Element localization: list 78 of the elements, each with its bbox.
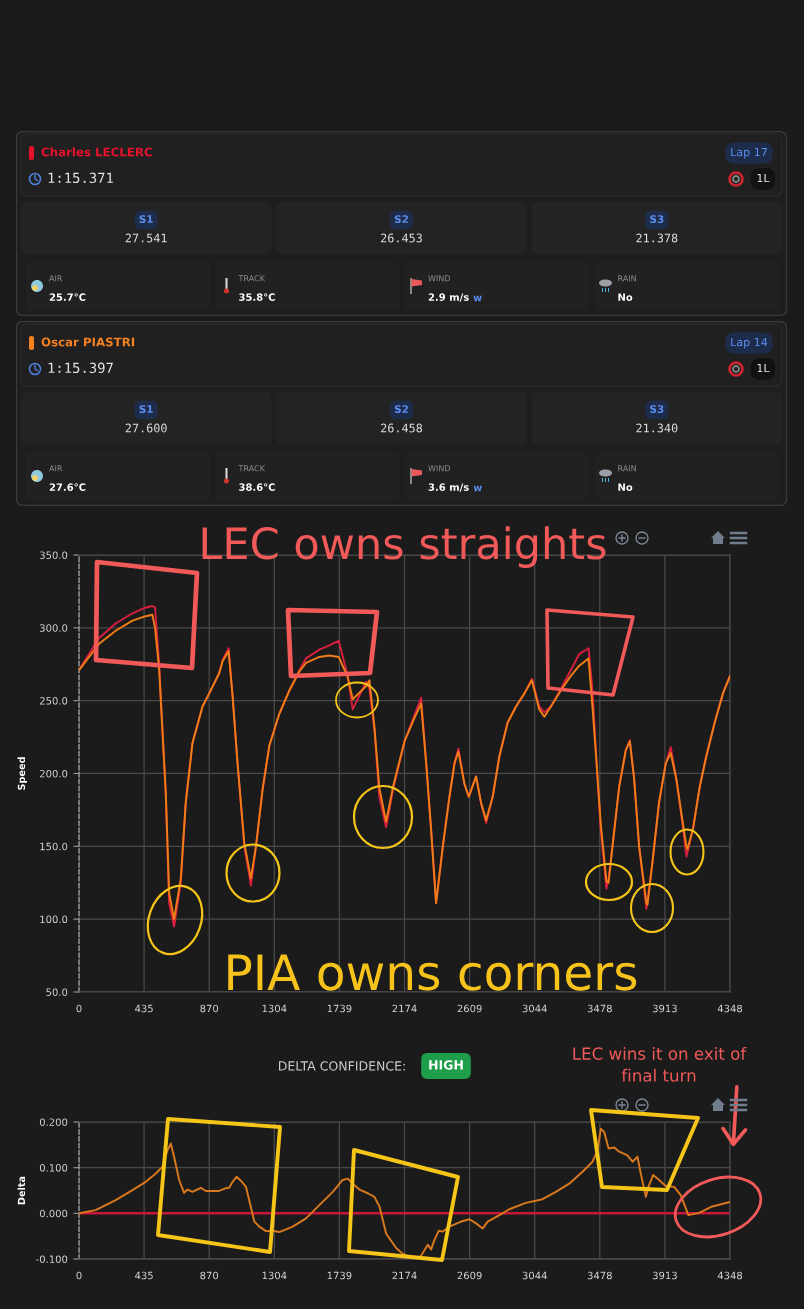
text: S3 bbox=[650, 405, 664, 414]
text: 21.378 bbox=[636, 233, 678, 243]
y-tick-label: 350.0 bbox=[40, 551, 68, 559]
x-tick-label: 4348 bbox=[717, 1271, 743, 1280]
y-axis-title: Speed bbox=[17, 757, 27, 790]
x-tick-label: 1304 bbox=[262, 1271, 287, 1280]
x-tick-label: 3913 bbox=[652, 1271, 677, 1280]
text: 1:15.397 bbox=[48, 362, 113, 374]
x-tick-label: 3044 bbox=[522, 1271, 547, 1280]
text: AIR bbox=[49, 465, 63, 472]
x-tick-label: 2609 bbox=[457, 1004, 482, 1013]
text: TRACK bbox=[238, 465, 266, 472]
x-tick-label: 3044 bbox=[522, 1004, 547, 1013]
text: S3 bbox=[650, 215, 664, 224]
chart-subtitle: HIGH bbox=[429, 1060, 463, 1070]
y-tick-label: 300.0 bbox=[40, 624, 68, 632]
x-tick-label: 870 bbox=[200, 1004, 219, 1013]
text: No bbox=[618, 293, 633, 301]
text: 1L bbox=[757, 173, 770, 183]
x-tick-label: 435 bbox=[135, 1004, 153, 1013]
text: 21.340 bbox=[636, 423, 678, 433]
text: S1 bbox=[139, 405, 153, 414]
text: RAIN bbox=[618, 465, 636, 472]
text: 25.7°C bbox=[49, 293, 86, 301]
text: S2 bbox=[394, 215, 408, 224]
text: 27.541 bbox=[125, 233, 167, 243]
y-tick-label: 50.0 bbox=[46, 988, 68, 996]
y-tick-label: 250.0 bbox=[39, 697, 68, 705]
text: 1:15.371 bbox=[48, 172, 113, 184]
text: w bbox=[473, 485, 482, 492]
y-tick-label: 200.0 bbox=[39, 769, 68, 778]
x-tick-label: 2174 bbox=[392, 1271, 417, 1280]
y-tick-label: 0.000 bbox=[39, 1209, 68, 1218]
text: Charles LECLERC bbox=[41, 147, 152, 157]
x-tick-label: 1739 bbox=[327, 1271, 352, 1280]
text: w bbox=[473, 295, 482, 302]
annotation: PIA owns corners bbox=[228, 954, 637, 991]
y-tick-label: 100.0 bbox=[40, 915, 68, 924]
text: AIR bbox=[49, 275, 63, 282]
text: TRACK bbox=[238, 275, 266, 282]
text: No bbox=[618, 483, 633, 491]
x-tick-label: 1304 bbox=[262, 1004, 287, 1013]
text: 35.8°C bbox=[239, 293, 275, 301]
text: Lap 17 bbox=[731, 147, 767, 159]
y-tick-label: 0.100 bbox=[39, 1164, 68, 1172]
y-tick-label: -0.100 bbox=[36, 1255, 68, 1263]
y-axis-title: Delta bbox=[17, 1176, 26, 1205]
text: 26.453 bbox=[381, 233, 422, 243]
y-tick-label: 150.0 bbox=[40, 842, 68, 851]
chart-title: DELTA CONFIDENCE: bbox=[278, 1061, 405, 1071]
x-tick-label: 3913 bbox=[652, 1004, 677, 1013]
text: RAIN bbox=[618, 275, 636, 282]
text: Lap 14 bbox=[731, 337, 768, 349]
x-tick-label: 870 bbox=[200, 1271, 219, 1280]
text: 38.6°C bbox=[239, 483, 275, 491]
x-tick-label: 3478 bbox=[587, 1004, 612, 1013]
text: 26.458 bbox=[381, 423, 423, 433]
x-tick-label: 3478 bbox=[587, 1271, 612, 1280]
text: 27.6°C bbox=[49, 483, 86, 491]
x-tick-label: 4348 bbox=[717, 1004, 743, 1013]
text: S2 bbox=[394, 405, 408, 414]
text: Oscar PIASTRI bbox=[41, 337, 135, 347]
text: S1 bbox=[139, 215, 153, 224]
text: 3.6 m/s bbox=[428, 483, 469, 492]
text: WIND bbox=[428, 465, 451, 472]
y-tick-label: 0.200 bbox=[39, 1118, 68, 1126]
text: 2.9 m/s bbox=[428, 293, 469, 302]
text: 1L bbox=[757, 363, 770, 373]
x-tick-label: 2609 bbox=[457, 1271, 482, 1280]
x-tick-label: 435 bbox=[135, 1271, 153, 1280]
annotation: LEC owns straights bbox=[202, 526, 606, 568]
x-tick-label: 0 bbox=[76, 1271, 82, 1280]
text: WIND bbox=[428, 275, 451, 282]
x-tick-label: 0 bbox=[76, 1004, 82, 1013]
text: 27.600 bbox=[125, 423, 167, 433]
x-tick-label: 2174 bbox=[392, 1004, 417, 1013]
text: LEC wins it on exit of final turn bbox=[573, 1047, 747, 1082]
x-tick-label: 1739 bbox=[327, 1004, 352, 1013]
